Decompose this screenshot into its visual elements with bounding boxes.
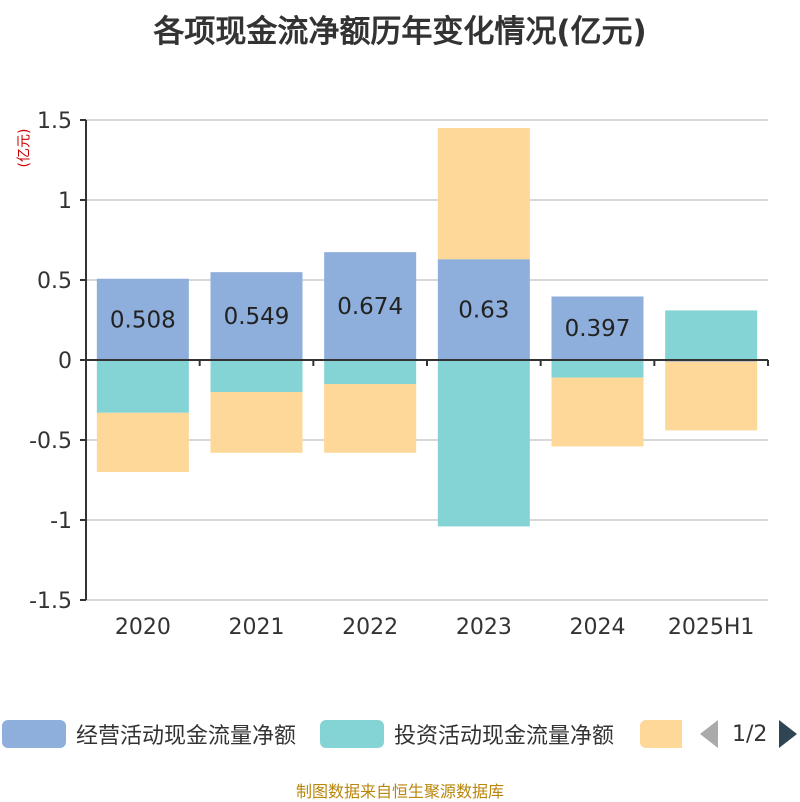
bar-2023-series-1[interactable] bbox=[437, 360, 530, 527]
grid-lines bbox=[86, 119, 768, 601]
bar-2020-series-2[interactable] bbox=[96, 412, 189, 472]
chart-title: 各项现金流净额历年变化情况(亿元) bbox=[153, 14, 647, 50]
bar-2021-series-0[interactable] bbox=[210, 272, 303, 360]
bar-2022-series-1[interactable] bbox=[324, 360, 417, 384]
y-tick-label: -1 bbox=[50, 509, 72, 534]
legend: 经营活动现金流量净额 投资活动现金流量净额 bbox=[0, 716, 800, 752]
legend-swatch-operating bbox=[2, 720, 66, 748]
x-tick-label: 2022 bbox=[342, 615, 398, 640]
bar-2020-series-1[interactable] bbox=[96, 360, 189, 413]
legend-page-indicator: 1/2 bbox=[732, 721, 768, 747]
bar-2023-series-0[interactable] bbox=[437, 259, 530, 360]
bar-2025H1-series-2[interactable] bbox=[665, 361, 758, 431]
labels: 1.5 1 0.5 0 -0.5 -1 -1.5 0.508 2020 0.549 2021 0.67… bbox=[29, 109, 754, 640]
legend-item-third[interactable] bbox=[640, 716, 692, 752]
stacked-bar-chart: 1.5 1 0.5 0 -0.5 -1 -1.5 0.508 2020 0.549 2021 0.67… bbox=[29, 109, 769, 640]
legend-item-investing[interactable]: 投资活动现金流量净额 bbox=[320, 716, 614, 752]
bar-2023-series-2[interactable] bbox=[437, 128, 530, 260]
bar-2021-series-1[interactable] bbox=[210, 360, 303, 392]
data-label: 0.674 bbox=[337, 294, 403, 320]
data-label: 0.397 bbox=[565, 316, 631, 342]
bar-2024-series-0[interactable] bbox=[551, 296, 644, 360]
data-label: 0.549 bbox=[224, 304, 290, 330]
y-tick-label: 0 bbox=[58, 349, 72, 374]
legend-prev-icon[interactable] bbox=[700, 720, 718, 748]
bar-2020-series-0[interactable] bbox=[96, 278, 189, 360]
bar-2024-series-1[interactable] bbox=[551, 360, 644, 378]
bars bbox=[96, 128, 758, 527]
x-tick-label: 2023 bbox=[456, 615, 512, 640]
axes bbox=[80, 119, 769, 601]
data-label: 0.508 bbox=[110, 307, 176, 333]
legend-item-operating[interactable]: 经营活动现金流量净额 bbox=[2, 716, 296, 752]
bar-2022-series-2[interactable] bbox=[324, 384, 417, 453]
x-tick-label: 2025H1 bbox=[668, 615, 755, 640]
legend-swatch-third bbox=[640, 720, 682, 748]
y-tick-label: -1.5 bbox=[29, 589, 72, 614]
bar-2022-series-0[interactable] bbox=[324, 252, 417, 360]
y-tick-label: -0.5 bbox=[29, 429, 72, 454]
legend-label-operating: 经营活动现金流量净额 bbox=[76, 724, 297, 749]
x-tick-label: 2021 bbox=[229, 615, 285, 640]
legend-pager: 1/2 bbox=[700, 716, 798, 752]
legend-next-icon[interactable] bbox=[779, 720, 798, 748]
bar-2024-series-2[interactable] bbox=[551, 377, 644, 447]
legend-swatch-investing bbox=[320, 720, 384, 748]
bar-2021-series-2[interactable] bbox=[210, 392, 303, 453]
data-source-note: 制图数据来自恒生聚源数据库 bbox=[295, 782, 504, 801]
x-tick-label: 2024 bbox=[570, 615, 626, 640]
y-tick-label: 1.5 bbox=[37, 109, 72, 134]
data-label: 0.63 bbox=[458, 298, 509, 324]
x-tick-label: 2020 bbox=[115, 615, 171, 640]
legend-label-investing: 投资活动现金流量净额 bbox=[394, 724, 615, 749]
bar-2025H1-series-1[interactable] bbox=[665, 310, 758, 360]
y-tick-label: 0.5 bbox=[37, 269, 72, 294]
y-tick-label: 1 bbox=[58, 189, 72, 214]
